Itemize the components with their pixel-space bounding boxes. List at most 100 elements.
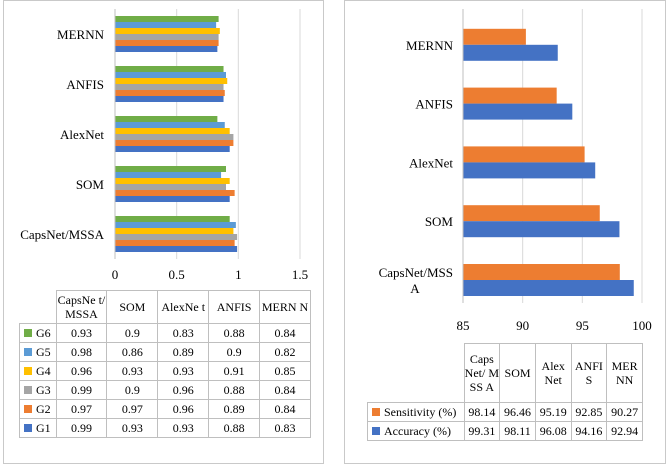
table-header-cell: ANFIS xyxy=(208,290,261,324)
bar-anfis-g4 xyxy=(115,78,228,84)
bar-som-g5 xyxy=(115,172,222,178)
bar-anfis-g3 xyxy=(115,84,224,90)
x-tick-label: 1.5 xyxy=(292,267,308,282)
table-header-cell: ANFI S xyxy=(570,343,608,403)
category-label-mernn: MERNN xyxy=(406,38,454,53)
table-cell: 0.9 xyxy=(208,342,261,362)
x-tick-label: 1 xyxy=(235,267,242,282)
table-header-cell: SOM xyxy=(499,343,536,403)
table-cell: 96.46 xyxy=(499,402,536,422)
legend-label: Accuracy (%) xyxy=(384,424,451,438)
table-row: Accuracy (%) 99.31 98.11 96.08 94.16 92.94 xyxy=(367,421,643,441)
bar-mernn-g2 xyxy=(115,40,219,46)
category-label-som: SOM xyxy=(76,177,105,192)
table-cell: 0.84 xyxy=(259,399,311,419)
left-chart-panel: 0 0.5 1 1.5 CapsNet/MSSA SOM AlexNet ANFIS MERNN… xyxy=(3,0,324,464)
table-cell: 0.9 xyxy=(106,380,159,400)
legend-swatch xyxy=(24,424,32,432)
table-cell: 92.94 xyxy=(606,421,643,441)
bar-capsnet-mssa-sensitivity xyxy=(463,264,620,280)
legend-swatch xyxy=(24,367,32,375)
group-accuracy-chart: 0 0.5 1 1.5 CapsNet/MSSA SOM AlexNet ANFIS MERNN xyxy=(20,9,308,282)
table-cell: 0.97 xyxy=(55,399,108,419)
table-header-cell: Alex Net xyxy=(534,343,572,403)
table-row: G3 0.99 0.9 0.96 0.88 0.84 xyxy=(19,380,311,400)
bar-alexnet-g2 xyxy=(115,140,234,146)
table-header-cell: CapsNe t/MSSA xyxy=(55,290,108,324)
legend-entry-g6: G6 xyxy=(19,323,57,343)
bar-som-accuracy xyxy=(463,221,620,238)
bar-mernn-g5 xyxy=(115,22,217,28)
legend-label: G5 xyxy=(36,345,51,359)
table-cell: 99.31 xyxy=(463,421,501,441)
table-header-row: CapsNe t/MSSA SOM AlexNe t ANFIS MERN N xyxy=(19,290,311,324)
legend-swatch xyxy=(372,427,380,435)
legend-swatch xyxy=(24,329,32,337)
category-label-anfis: ANFIS xyxy=(415,97,453,112)
legend-entry-g2: G2 xyxy=(19,399,57,419)
right-chart-panel: 85 90 95 100 CapsNet/MSS A SOM AlexNet ANFIS MERN… xyxy=(344,0,666,464)
legend-entry-g5: G5 xyxy=(19,342,57,362)
table-cell: 0.93 xyxy=(157,418,210,438)
table-header-cell: SOM xyxy=(106,290,159,324)
legend-entry-g3: G3 xyxy=(19,380,57,400)
legend-entry-g4: G4 xyxy=(19,361,57,381)
table-cell: 0.93 xyxy=(106,418,159,438)
table-cell: 0.82 xyxy=(259,342,311,362)
table-cell: 0.84 xyxy=(259,323,311,343)
x-tick-label: 0 xyxy=(112,267,119,282)
table-cell: 0.96 xyxy=(55,361,108,381)
category-label-mernn: MERNN xyxy=(57,27,105,42)
table-row: Sensitivity (%) 98.14 96.46 95.19 92.85 90.27 xyxy=(367,402,643,422)
table-cell: 0.97 xyxy=(106,399,159,419)
table-cell: 0.93 xyxy=(106,361,159,381)
table-row: G4 0.96 0.93 0.93 0.91 0.85 xyxy=(19,361,311,381)
table-cell: 0.88 xyxy=(208,380,261,400)
table-cell: 0.96 xyxy=(157,380,210,400)
x-tick-label: 0.5 xyxy=(169,267,185,282)
table-cell: 0.85 xyxy=(259,361,311,381)
table-header-cell: AlexNe t xyxy=(157,290,210,324)
bar-alexnet-g5 xyxy=(115,122,225,128)
table-header-cell: MERN N xyxy=(259,290,311,324)
bar-anfis-g2 xyxy=(115,90,225,96)
legend-label: G1 xyxy=(36,421,51,435)
bar-mernn-g6 xyxy=(115,16,219,22)
bar-capsnet-mssa-g5 xyxy=(115,222,236,228)
category-label-som: SOM xyxy=(425,214,454,229)
table-cell: 0.89 xyxy=(157,342,210,362)
bar-alexnet-g3 xyxy=(115,134,234,140)
legend-label: G4 xyxy=(36,364,51,378)
bar-mernn-g4 xyxy=(115,28,220,34)
table-corner xyxy=(19,290,57,324)
legend-swatch xyxy=(24,386,32,394)
table-cell: 0.88 xyxy=(208,323,261,343)
table-cell: 94.16 xyxy=(570,421,608,441)
bar-capsnet-mssa-g6 xyxy=(115,216,230,222)
bar-capsnet-mssa-g1 xyxy=(115,246,238,252)
legend-label: G3 xyxy=(36,383,51,397)
table-cell: 0.93 xyxy=(157,361,210,381)
table-cell: 0.91 xyxy=(208,361,261,381)
legend-label: Sensitivity (%) xyxy=(384,405,457,419)
table-header-cell: Caps Net/ MSS A xyxy=(463,343,501,403)
table-header-row: Caps Net/ MSS A SOM Alex Net ANFI S MER NN xyxy=(367,343,643,403)
bar-anfis-accuracy xyxy=(463,103,573,120)
bar-mernn-g3 xyxy=(115,34,219,40)
bar-alexnet-sensitivity xyxy=(463,146,585,163)
bar-capsnet-mssa-g4 xyxy=(115,228,234,234)
table-cell: 98.11 xyxy=(499,421,536,441)
table-row: G6 0.93 0.9 0.83 0.88 0.84 xyxy=(19,323,311,343)
sensitivity-accuracy-chart: 85 90 95 100 CapsNet/MSS A SOM AlexNet ANFIS MERN… xyxy=(379,9,652,333)
bar-mernn-accuracy xyxy=(463,44,558,61)
bar-alexnet-g1 xyxy=(115,146,230,152)
bar-anfis-sensitivity xyxy=(463,87,557,104)
bar-capsnet-mssa-g2 xyxy=(115,240,235,246)
bar-som-g2 xyxy=(115,190,235,196)
legend-swatch xyxy=(372,408,380,416)
x-tick-label: 95 xyxy=(576,318,589,333)
bar-anfis-g1 xyxy=(115,96,224,102)
table-cell: 95.19 xyxy=(534,402,572,422)
legend-swatch xyxy=(24,348,32,356)
